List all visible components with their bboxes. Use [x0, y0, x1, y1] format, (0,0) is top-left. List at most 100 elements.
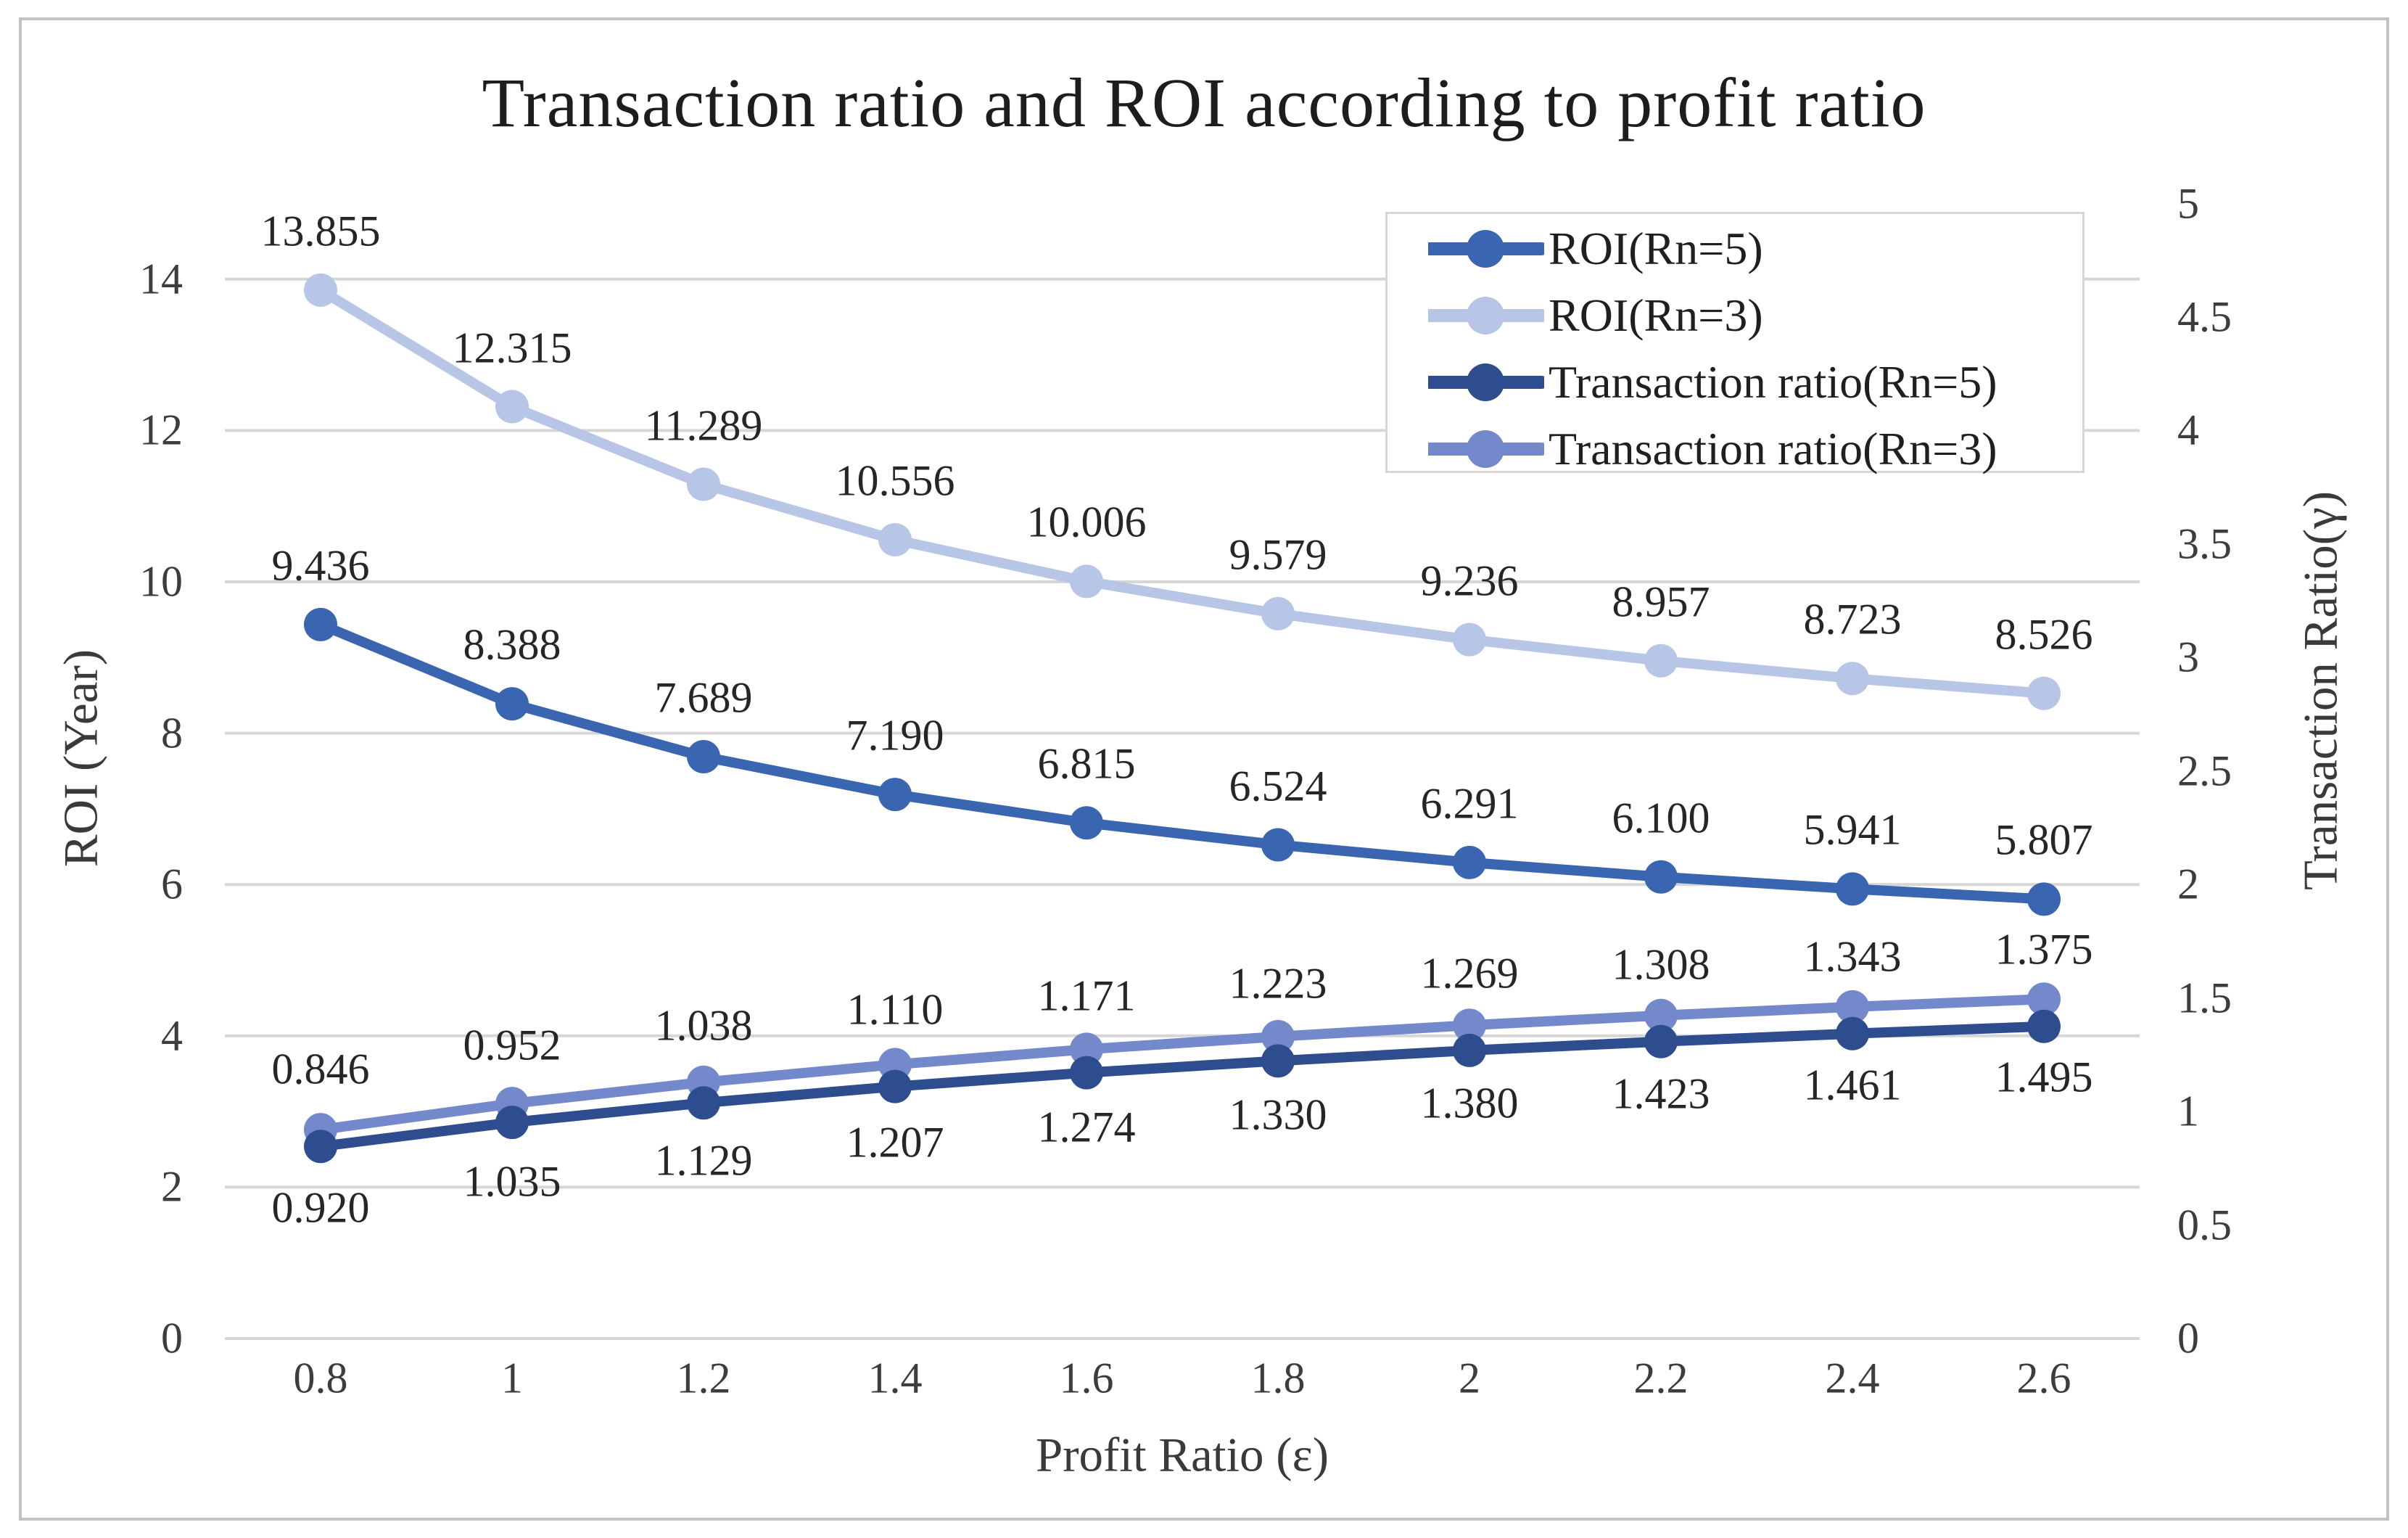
data-label: 6.815	[1037, 739, 1136, 788]
data-point-marker	[495, 1106, 529, 1140]
data-label: 8.957	[1612, 577, 1710, 626]
legend-item: ROI(Rn=5)	[1428, 222, 1763, 276]
data-label: 5.941	[1803, 805, 1902, 854]
data-label: 1.269	[1420, 949, 1519, 998]
right-axis-tick: 4.5	[2177, 292, 2232, 341]
data-label: 6.524	[1229, 762, 1327, 810]
data-label: 9.436	[271, 541, 370, 590]
data-label: 1.423	[1612, 1069, 1710, 1118]
left-axis-tick: 2	[161, 1162, 183, 1211]
x-axis-tick: 2.2	[1633, 1354, 1689, 1402]
data-label: 7.689	[654, 673, 753, 722]
series-line	[316, 284, 2049, 699]
data-label: 12.315	[452, 324, 572, 372]
legend-swatch-icon	[1428, 363, 1544, 401]
legend-swatch-icon	[1428, 230, 1544, 268]
data-label: 8.526	[1995, 610, 2093, 659]
right-axis-title: Transaction Ratio(γ)	[2293, 490, 2348, 891]
data-label: 8.723	[1803, 595, 1902, 643]
data-point-marker	[1070, 806, 1103, 840]
data-point-marker	[687, 740, 720, 774]
legend-item-label: Transaction ratio(Rn=3)	[1549, 423, 1997, 474]
data-point-marker	[1261, 1044, 1295, 1078]
data-point-marker	[1261, 828, 1295, 862]
x-axis-tick: 1.2	[676, 1354, 731, 1402]
data-point-marker	[1070, 1056, 1103, 1090]
series-line	[316, 994, 2049, 1135]
x-axis-tick: 2.6	[2016, 1354, 2071, 1402]
right-axis-tick: 5	[2177, 179, 2199, 227]
data-label: 1.110	[846, 985, 944, 1034]
data-point-marker	[1261, 1019, 1295, 1053]
data-label: 9.579	[1229, 530, 1327, 579]
x-axis-tick: 2	[1459, 1354, 1480, 1402]
data-point-marker	[687, 467, 720, 501]
data-label: 11.289	[644, 401, 763, 450]
data-label: 1.038	[654, 1001, 753, 1050]
legend: ROI(Rn=5) ROI(Rn=3) Transaction ratio(Rn=5…	[1385, 212, 2085, 474]
data-label: 1.375	[1995, 925, 2093, 974]
x-axis-tick: 0.8	[293, 1354, 348, 1402]
left-axis-tick: 0	[161, 1314, 183, 1362]
data-point-marker	[1836, 662, 1869, 696]
data-point-marker	[1836, 990, 1869, 1024]
data-label: 0.952	[463, 1021, 561, 1069]
data-label: 1.343	[1803, 932, 1902, 981]
data-label: 1.380	[1420, 1079, 1519, 1127]
data-label: 1.223	[1229, 959, 1327, 1008]
x-axis-tick: 1.4	[867, 1354, 923, 1402]
data-point-marker	[1453, 622, 1486, 657]
data-label: 1.495	[1995, 1053, 2093, 1101]
legend-marker-icon	[1467, 363, 1504, 401]
data-point-marker	[2027, 882, 2061, 916]
legend-item-label: Transaction ratio(Rn=5)	[1549, 356, 1997, 408]
data-label: 8.388	[463, 620, 561, 669]
left-axis-tick: 10	[139, 557, 183, 606]
data-point-marker	[2027, 982, 2061, 1016]
data-label: 0.920	[271, 1183, 370, 1232]
right-axis-tick: 2	[2177, 860, 2199, 908]
x-axis-tick: 1.8	[1250, 1354, 1306, 1402]
legend-item: ROI(Rn=3)	[1428, 289, 1763, 342]
right-axis-tick: 0.5	[2177, 1201, 2232, 1249]
data-label: 13.855	[260, 207, 381, 255]
right-axis-tick: 3	[2177, 633, 2199, 681]
data-point-marker	[1070, 564, 1103, 599]
left-axis-tick: 8	[161, 709, 183, 757]
legend-marker-icon	[1467, 297, 1504, 334]
data-label: 7.190	[846, 711, 944, 760]
data-label: 0.846	[271, 1045, 370, 1093]
x-axis-tick: 1	[501, 1354, 523, 1402]
data-point-marker	[1453, 1033, 1486, 1067]
data-point-marker	[2027, 676, 2061, 710]
data-label: 10.006	[1026, 498, 1147, 546]
data-label: 6.100	[1612, 794, 1710, 842]
data-point-marker	[1644, 643, 1678, 678]
right-axis-tick: 4	[2177, 406, 2199, 454]
data-point-marker	[1644, 1024, 1678, 1058]
data-point-marker	[304, 1130, 337, 1164]
right-axis-tick: 1.5	[2177, 974, 2232, 1022]
data-point-marker	[878, 1069, 912, 1103]
left-axis-title: ROI (Year)	[54, 649, 108, 868]
series-line	[316, 1021, 2049, 1152]
series-line	[316, 619, 2049, 905]
x-axis-title: Profit Ratio (ε)	[1035, 1428, 1329, 1482]
right-axis-tick: 1	[2177, 1087, 2199, 1135]
data-point-marker	[1070, 1032, 1103, 1066]
data-point-marker	[1644, 860, 1678, 894]
legend-marker-icon	[1467, 230, 1504, 268]
data-point-marker	[1453, 845, 1486, 879]
right-axis-tick: 2.5	[2177, 747, 2232, 795]
data-point-marker	[1261, 596, 1295, 630]
data-point-marker	[687, 1086, 720, 1120]
data-point-marker	[1453, 1008, 1486, 1043]
data-point-marker	[1836, 872, 1869, 906]
legend-swatch-icon	[1428, 430, 1544, 468]
x-axis-tick: 1.6	[1059, 1354, 1114, 1402]
x-axis-tick: 2.4	[1825, 1354, 1880, 1402]
data-point-marker	[878, 778, 912, 812]
legend-swatch-icon	[1428, 297, 1544, 334]
data-label: 1.308	[1612, 940, 1710, 989]
